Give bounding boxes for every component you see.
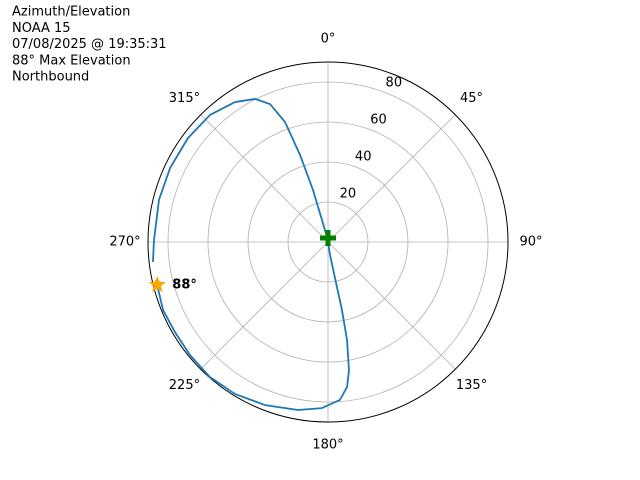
track-line (152, 98, 350, 411)
theta-tick-label: 225° (169, 378, 200, 393)
r-tick-label: 80 (386, 76, 403, 91)
marker-label: 88° (172, 277, 197, 292)
theta-tick-label: 270° (109, 235, 140, 250)
position-plus (320, 230, 336, 246)
title-line: 07/08/2025 @ 19:35:31 (12, 37, 167, 52)
polar-frame (147, 61, 509, 423)
theta-tick-label: 90° (519, 235, 542, 250)
grid-spoke (327, 241, 456, 370)
position-star (148, 275, 166, 293)
grid-spoke (200, 241, 329, 370)
title-line: NOAA 15 (12, 21, 71, 36)
grid-spoke (327, 114, 456, 243)
r-tick-label: 40 (355, 150, 372, 165)
theta-tick-label: 315° (169, 91, 200, 106)
theta-tick-label: 180° (312, 438, 343, 453)
title-line: Northbound (12, 70, 89, 85)
r-tick-label: 20 (340, 186, 357, 201)
grid-spoke (200, 114, 329, 243)
r-tick-label: 60 (370, 113, 387, 128)
theta-tick-label: 135° (456, 378, 487, 393)
title-line: 88° Max Elevation (12, 53, 131, 68)
theta-tick-label: 0° (321, 32, 336, 47)
theta-tick-label: 45° (460, 91, 483, 106)
title-line: Azimuth/Elevation (12, 5, 130, 20)
